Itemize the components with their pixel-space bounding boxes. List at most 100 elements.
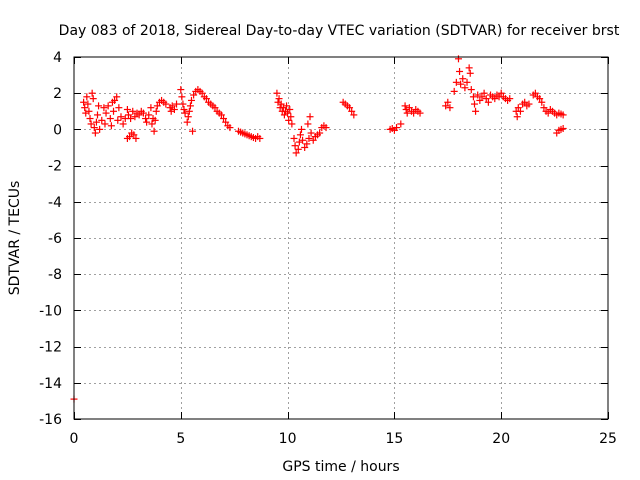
data-point <box>96 125 104 133</box>
data-point <box>459 75 467 83</box>
data-point <box>107 122 115 130</box>
data-point <box>474 91 482 99</box>
data-point <box>100 104 108 112</box>
data-point <box>525 100 533 108</box>
y-tick-label: 2 <box>53 86 62 102</box>
data-point <box>180 105 188 113</box>
data-point <box>85 107 93 115</box>
data-point <box>514 104 522 112</box>
data-point <box>348 107 356 115</box>
data-point <box>256 134 264 142</box>
x-tick-label: 5 <box>176 431 185 447</box>
data-point <box>322 124 330 132</box>
data-point <box>115 104 123 112</box>
data-point <box>173 100 181 108</box>
data-point <box>444 98 452 106</box>
data-point <box>442 102 450 110</box>
data-point <box>187 96 195 104</box>
data-point <box>457 80 465 88</box>
data-point <box>190 91 198 99</box>
data-point <box>110 107 118 115</box>
data-point <box>119 120 127 128</box>
x-tick-label: 0 <box>70 431 79 447</box>
data-point <box>101 120 109 128</box>
x-tick-label: 20 <box>492 431 510 447</box>
data-point <box>305 134 313 142</box>
data-point <box>469 93 477 101</box>
data-point <box>283 102 291 110</box>
data-point <box>273 89 281 97</box>
data-point <box>484 98 492 106</box>
data-point <box>402 105 410 113</box>
data-point <box>393 124 401 132</box>
data-point <box>461 84 469 92</box>
data-point <box>222 118 230 126</box>
data-point <box>129 107 137 115</box>
data-point <box>211 104 219 112</box>
data-point <box>540 104 548 112</box>
data-point <box>452 78 460 86</box>
data-point <box>124 111 132 119</box>
data-point <box>185 107 193 115</box>
data-point <box>102 109 110 117</box>
data-point <box>226 124 234 132</box>
data-point <box>416 109 424 117</box>
data-point <box>178 93 186 101</box>
data-point <box>88 89 96 97</box>
data-point <box>291 142 299 150</box>
data-point <box>297 125 305 133</box>
data-point <box>111 96 119 104</box>
data-point <box>350 111 358 119</box>
x-tick-label: 10 <box>279 431 297 447</box>
data-points <box>70 55 567 403</box>
x-tick-label: 25 <box>599 431 617 447</box>
axis-ticks: 0 5 10 15 20 25 -16 -14 -12 -10 -8 -6 -4 -2 0 2 4 <box>39 50 617 447</box>
data-point <box>87 120 95 128</box>
data-point <box>304 120 312 128</box>
data-point <box>478 93 486 101</box>
data-point <box>456 67 464 75</box>
data-point <box>450 87 458 95</box>
data-point <box>303 140 311 148</box>
data-point <box>346 104 354 112</box>
data-point <box>482 95 490 103</box>
data-point <box>153 102 161 110</box>
data-point <box>150 127 158 135</box>
data-point <box>139 109 147 117</box>
data-point <box>559 124 567 132</box>
data-point <box>114 116 122 124</box>
data-point <box>472 107 480 115</box>
data-point <box>90 124 98 132</box>
data-point <box>506 95 514 103</box>
data-point <box>544 109 552 117</box>
data-point <box>113 93 121 101</box>
data-point <box>135 111 143 119</box>
data-point <box>126 133 134 141</box>
data-point <box>465 64 473 72</box>
grid-layer <box>74 57 608 419</box>
data-point <box>466 69 474 77</box>
data-point <box>294 145 302 153</box>
y-tick-label: -16 <box>39 412 62 428</box>
x-tick-label: 15 <box>385 431 403 447</box>
data-point <box>491 95 499 103</box>
y-tick-label: -4 <box>48 195 62 211</box>
data-point <box>292 149 300 157</box>
data-point <box>521 98 529 106</box>
data-point <box>217 111 225 119</box>
y-tick-label: -12 <box>39 340 62 356</box>
data-point <box>89 95 97 103</box>
data-point <box>286 105 294 113</box>
data-point <box>142 115 150 123</box>
y-tick-label: -8 <box>48 267 62 283</box>
data-point <box>287 113 295 121</box>
data-point <box>288 120 296 128</box>
data-point <box>397 120 405 128</box>
data-point <box>152 107 160 115</box>
data-point <box>131 113 139 121</box>
data-point <box>467 86 475 94</box>
data-point <box>220 115 228 123</box>
data-point <box>463 78 471 86</box>
